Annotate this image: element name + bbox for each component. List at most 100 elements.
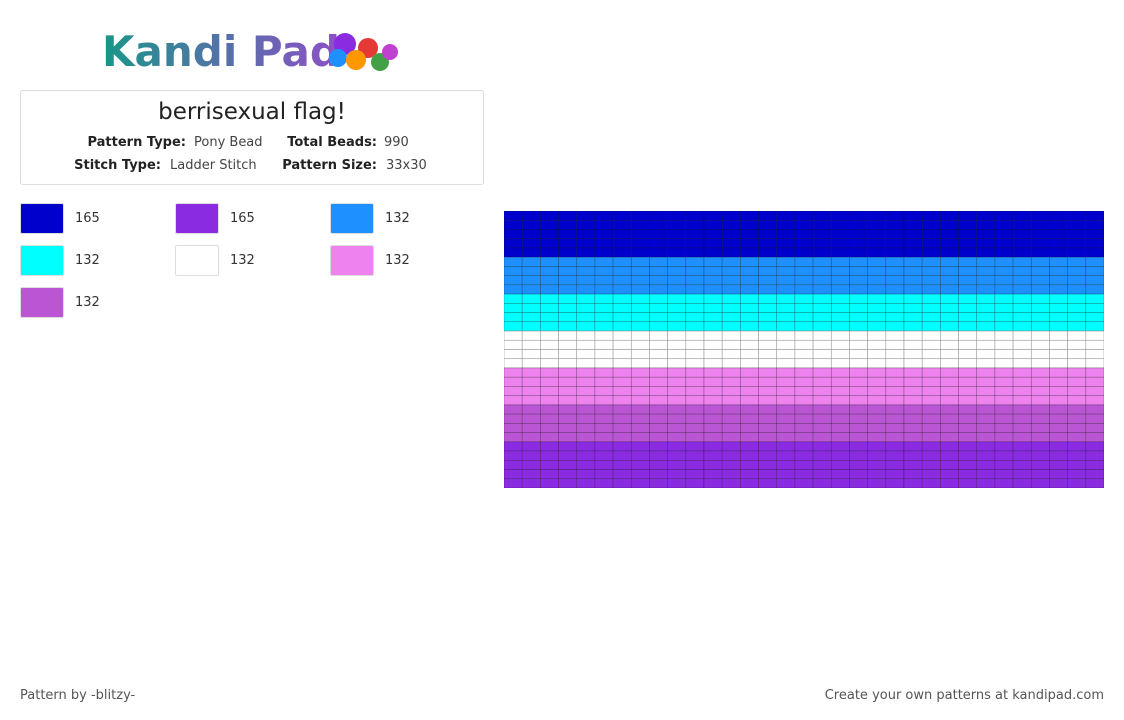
bead [812,229,832,240]
bead [521,275,541,286]
bead [921,404,941,415]
bead [558,367,578,378]
bead [1067,284,1087,295]
bead [594,256,614,267]
bead [1030,441,1050,452]
bead [812,330,832,341]
bead [1012,219,1032,230]
bead [903,376,923,387]
bead [685,229,705,240]
bead [540,441,559,452]
bead [576,478,596,488]
bead [994,284,1014,295]
bead [1067,266,1087,276]
bead [721,339,741,350]
bead [721,275,741,286]
bead [885,432,905,443]
bead [504,441,523,452]
bead [867,339,887,350]
bead [558,423,578,433]
bead [1030,404,1050,415]
bead [849,413,868,424]
bead [758,238,778,249]
bead [958,386,978,396]
bead [740,349,759,360]
bead [540,478,559,488]
bead [612,293,632,304]
bead [867,330,887,341]
bead [1085,238,1104,249]
bead [885,266,905,276]
bead [885,339,905,350]
bead [703,266,723,276]
bead [504,247,523,258]
bead [649,211,668,221]
bead [703,284,723,295]
bead [558,478,578,488]
bead [721,238,741,249]
bead [994,469,1014,480]
bead [1012,229,1032,240]
bead [540,432,559,443]
bead [1012,460,1032,470]
bead [903,312,923,323]
bead [1012,413,1032,424]
bead [1049,460,1068,470]
bead [976,284,996,295]
bead [740,293,759,304]
bead [540,395,559,406]
bead [940,450,959,461]
bead [558,211,578,221]
bead [558,413,578,424]
bead [1012,432,1032,443]
bead [630,219,650,230]
bead [558,469,578,480]
bead [521,247,541,258]
bead [649,284,668,295]
bead [740,284,759,295]
bead [594,404,614,415]
bead [504,460,523,470]
bead [958,266,978,276]
bead [940,478,959,488]
bead [703,321,723,332]
bead [994,256,1014,267]
bead [921,303,941,313]
bead [812,386,832,396]
bead [885,303,905,313]
bead [594,432,614,443]
bead [576,275,596,286]
bead [903,460,923,470]
bead [740,321,759,332]
bead [885,321,905,332]
bead [976,423,996,433]
bead [849,450,868,461]
bead [812,256,832,267]
bead [867,211,887,221]
promo: Create your own patterns at kandipad.com [824,688,1104,703]
bead [867,404,887,415]
bead [994,312,1014,323]
bead [994,386,1014,396]
bead [921,376,941,387]
bead [649,469,668,480]
bead [849,367,868,378]
bead [940,275,959,286]
bead [721,404,741,415]
bead [921,266,941,276]
bead [903,330,923,341]
bead [776,367,796,378]
color-swatch [175,203,219,234]
bead [612,303,632,313]
bead [630,211,650,221]
bead [740,303,759,313]
bead [885,423,905,433]
bead [667,404,687,415]
bead [921,293,941,304]
bead [885,349,905,360]
bead [867,303,887,313]
bead [703,386,723,396]
bead [758,395,778,406]
bead [849,238,868,249]
bead [703,395,723,406]
